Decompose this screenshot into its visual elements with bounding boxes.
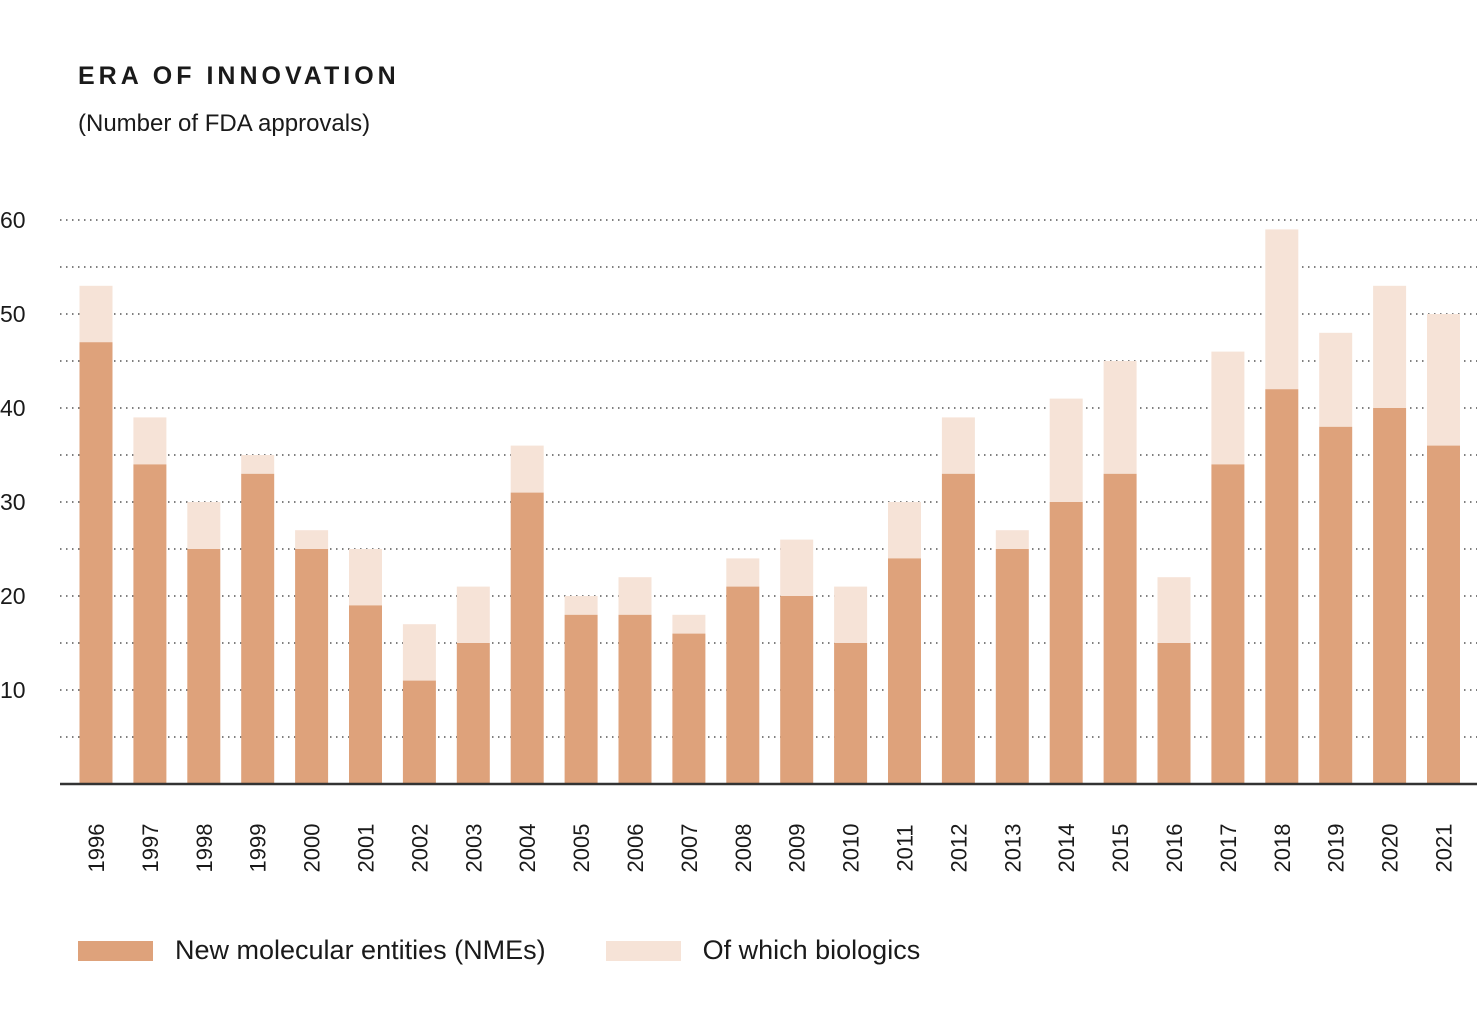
x-tick-label: 2008 xyxy=(731,824,756,873)
y-tick-label: 60 xyxy=(0,207,26,233)
x-tick-label: 1996 xyxy=(84,824,109,873)
bar-biologics xyxy=(1049,398,1083,502)
bar-nme xyxy=(1373,408,1407,784)
x-tick-label: 2006 xyxy=(623,824,648,873)
bar-nme xyxy=(726,586,760,784)
x-tick-label: 2012 xyxy=(946,824,971,873)
bar-biologics xyxy=(402,624,436,681)
bar-nme xyxy=(241,473,275,784)
bar-nme xyxy=(456,643,490,784)
bar-nme xyxy=(79,342,113,784)
bar-biologics xyxy=(1373,285,1407,408)
bar-biologics xyxy=(133,417,167,465)
bar-biologics xyxy=(456,586,490,643)
x-tick-label: 2004 xyxy=(515,824,540,873)
bar-nme xyxy=(941,473,975,784)
bar-nme xyxy=(510,492,544,784)
bar-nme xyxy=(672,633,706,784)
x-tick-label: 1999 xyxy=(246,824,271,873)
bar-biologics xyxy=(295,530,329,549)
bar-biologics xyxy=(834,586,868,643)
x-tick-label: 2003 xyxy=(461,824,486,873)
bar-biologics xyxy=(995,530,1029,549)
bar-biologics xyxy=(726,558,760,587)
bar-nme xyxy=(780,596,814,784)
bar-nme xyxy=(349,605,382,784)
x-tick-label: 2001 xyxy=(354,824,379,873)
legend-swatch-biologics xyxy=(605,940,681,961)
x-tick-label: 2009 xyxy=(785,824,810,873)
bar-biologics xyxy=(241,455,275,474)
y-tick-label: 10 xyxy=(0,677,26,703)
legend-swatch-nme xyxy=(78,940,153,961)
chart-subtitle: (Number of FDA approvals) xyxy=(78,110,371,137)
x-tick-label: 1998 xyxy=(192,824,217,873)
y-tick-label: 40 xyxy=(0,395,26,421)
bar-nme xyxy=(295,549,329,784)
bar-biologics xyxy=(941,417,975,474)
bar-biologics xyxy=(1211,351,1245,465)
bar-nme xyxy=(888,558,921,784)
bar-biologics xyxy=(1427,314,1460,446)
y-tick-label: 20 xyxy=(0,583,26,609)
bar-nme xyxy=(1427,445,1460,784)
bar-nme xyxy=(564,614,598,784)
bar-nme xyxy=(995,549,1029,784)
x-tick-label: 2014 xyxy=(1054,824,1079,873)
bar-biologics xyxy=(79,285,113,343)
x-tick-label: 2019 xyxy=(1324,824,1349,873)
bar-nme xyxy=(618,614,652,784)
x-tick-label: 2011 xyxy=(893,824,918,871)
y-tick-label: 50 xyxy=(0,301,26,327)
y-tick-label: 30 xyxy=(0,489,26,515)
bar-nme xyxy=(402,680,436,784)
x-tick-label: 2005 xyxy=(569,824,594,873)
bar-nme xyxy=(133,464,167,784)
bar-nme xyxy=(834,643,868,784)
bar-biologics xyxy=(349,549,382,606)
x-tick-label: 1997 xyxy=(138,824,163,873)
bar-nme xyxy=(1265,389,1299,784)
x-tick-label: 2007 xyxy=(677,824,702,873)
bar-nme xyxy=(1319,426,1353,784)
bar-biologics xyxy=(510,445,544,493)
bar-biologics xyxy=(1319,332,1353,427)
legend-item-nme: New molecular entities (NMEs) xyxy=(78,935,546,966)
bar-biologics xyxy=(564,596,598,615)
bar-biologics xyxy=(1157,577,1191,643)
x-tick-label: 2016 xyxy=(1162,824,1187,873)
legend-label-biologics: Of which biologics xyxy=(702,935,921,965)
legend-label-nme: New molecular entities (NMEs) xyxy=(175,935,546,965)
x-tick-label: 2017 xyxy=(1216,824,1241,873)
bar-biologics xyxy=(672,614,706,634)
x-tick-label: 2002 xyxy=(407,824,432,873)
x-tick-label: 2020 xyxy=(1378,824,1403,873)
bar-nme xyxy=(1211,464,1245,784)
chart-title: ERA OF INNOVATION xyxy=(78,62,400,90)
bar-biologics xyxy=(888,502,921,559)
x-tick-label: 2018 xyxy=(1270,824,1295,873)
bar-biologics xyxy=(780,539,814,596)
bar-biologics xyxy=(1103,361,1137,474)
bar-biologics xyxy=(618,577,652,615)
bar-nme xyxy=(1157,643,1191,784)
x-tick-label: 2000 xyxy=(300,824,325,873)
legend: New molecular entities (NMEs) Of which b… xyxy=(78,935,980,966)
x-tick-label: 2021 xyxy=(1432,824,1457,873)
x-tick-label: 2010 xyxy=(839,824,864,873)
x-tick-label: 2015 xyxy=(1108,824,1133,873)
bar-biologics xyxy=(187,502,221,549)
bar-biologics xyxy=(1265,229,1299,390)
bar-nme xyxy=(1103,473,1137,784)
legend-item-biologics: Of which biologics xyxy=(605,935,921,966)
bar-nme xyxy=(187,549,221,784)
bar-nme xyxy=(1049,502,1083,784)
x-tick-label: 2013 xyxy=(1000,824,1025,873)
